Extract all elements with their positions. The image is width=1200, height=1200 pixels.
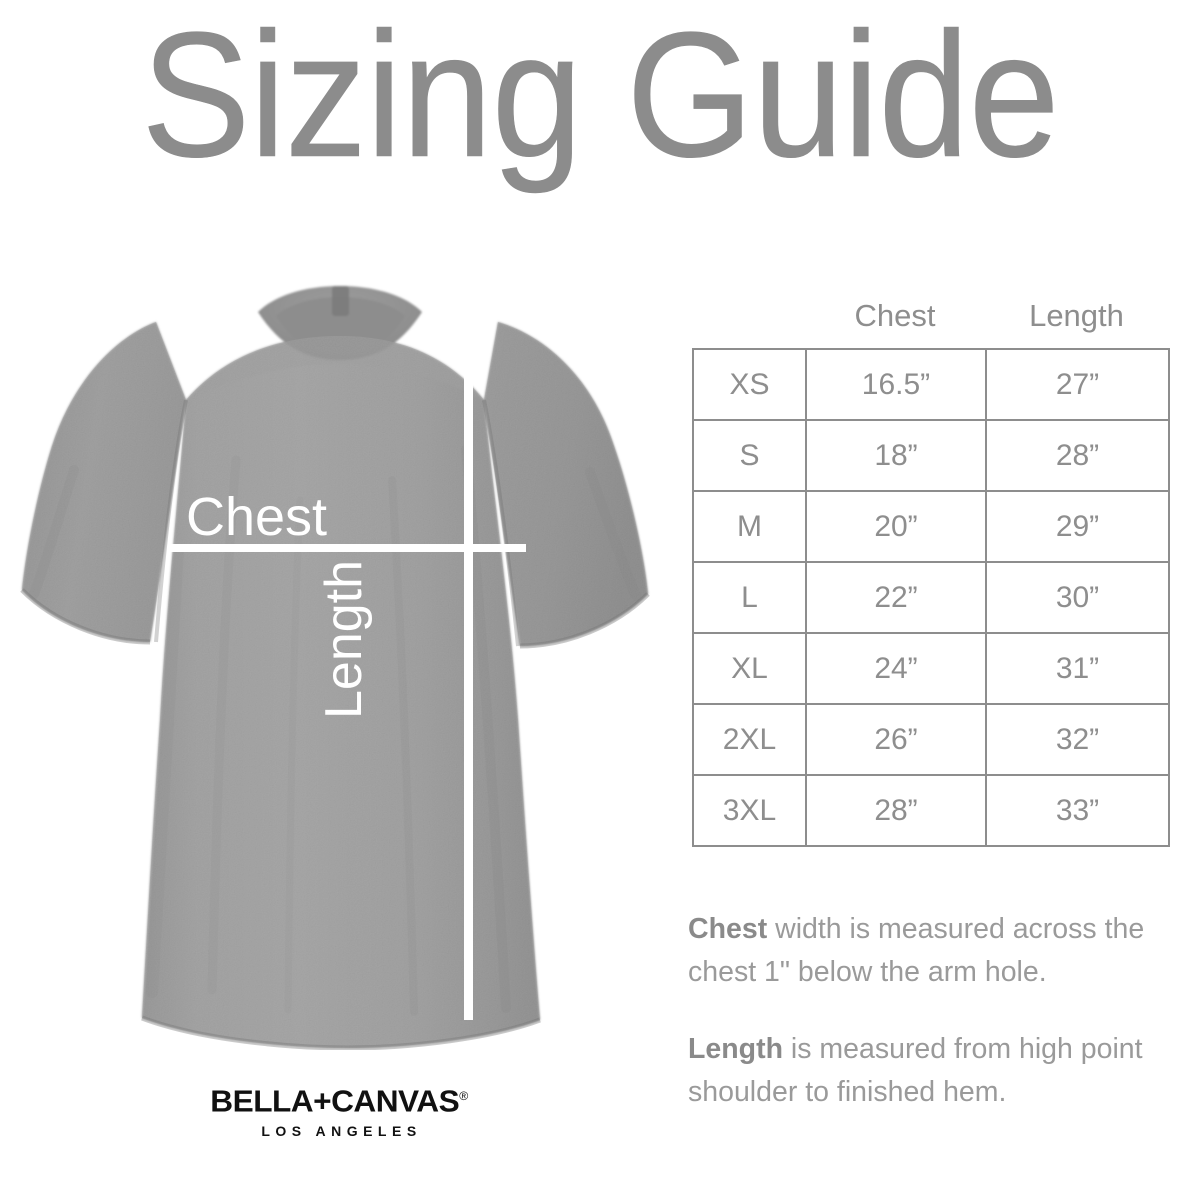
cell-length: 32” xyxy=(985,703,1170,776)
column-header-length: Length xyxy=(1029,298,1124,333)
table-row: S 18” 28” xyxy=(692,419,1170,492)
cell-length: 28” xyxy=(985,419,1170,492)
chest-measure-label: Chest xyxy=(186,487,328,547)
cell-size: 2XL xyxy=(692,703,807,776)
table-row: 3XL 28” 33” xyxy=(692,774,1170,847)
registered-trademark-icon: ® xyxy=(459,1089,468,1103)
cell-chest: 28” xyxy=(805,774,987,847)
size-table: XS 16.5” 27” S 18” 28” M 20” 29” L 22” 3… xyxy=(692,348,1170,847)
brand-name: BELLA+CANVAS® xyxy=(181,1078,497,1119)
cell-size: S xyxy=(692,419,807,492)
garment-diagram: Chest Length xyxy=(0,250,690,1050)
length-measure-line xyxy=(464,298,473,1020)
table-row: XS 16.5” 27” xyxy=(692,348,1170,421)
note-chest-text: width is measured across the chest 1" be… xyxy=(688,913,1145,988)
size-table-body: XS 16.5” 27” S 18” 28” M 20” 29” L 22” 3… xyxy=(692,348,1170,847)
cell-size: M xyxy=(692,490,807,563)
cell-length: 27” xyxy=(985,348,1170,421)
measurement-notes: Chest width is measured across the chest… xyxy=(688,908,1166,1114)
cell-length: 30” xyxy=(985,561,1170,634)
cell-chest: 18” xyxy=(805,419,987,492)
note-length-term: Length xyxy=(688,1033,783,1065)
note-chest: Chest width is measured across the chest… xyxy=(688,908,1166,994)
cell-length: 33” xyxy=(985,774,1170,847)
cell-chest: 26” xyxy=(805,703,987,776)
brand-name-text: BELLA+CANVAS xyxy=(210,1083,460,1119)
cell-size: XS xyxy=(692,348,807,421)
chest-measure-line xyxy=(168,544,526,552)
table-row: XL 24” 31” xyxy=(692,632,1170,705)
cell-size: L xyxy=(692,561,807,634)
cell-chest: 22” xyxy=(805,561,987,634)
size-table-headers: Chest Length xyxy=(692,295,1168,341)
column-header-chest: Chest xyxy=(854,298,936,333)
cell-chest: 24” xyxy=(805,632,987,705)
note-length: Length is measured from high point shoul… xyxy=(688,1028,1166,1114)
brand-logo: BELLA+CANVAS® LOS ANGELES xyxy=(184,1078,494,1150)
length-measure-label: Length xyxy=(315,559,373,719)
cell-size: XL xyxy=(692,632,807,705)
cell-chest: 20” xyxy=(805,490,987,563)
table-row: 2XL 26” 32” xyxy=(692,703,1170,776)
page-title: Sizing Guide xyxy=(141,0,1060,194)
cell-chest: 16.5” xyxy=(805,348,987,421)
note-length-text: is measured from high point shoulder to … xyxy=(688,1033,1143,1108)
brand-location: LOS ANGELES xyxy=(261,1123,422,1140)
table-row: L 22” 30” xyxy=(692,561,1170,634)
cell-size: 3XL xyxy=(692,774,807,847)
tshirt-illustration xyxy=(20,286,650,1050)
table-row: M 20” 29” xyxy=(692,490,1170,563)
cell-length: 29” xyxy=(985,490,1170,563)
cell-length: 31” xyxy=(985,632,1170,705)
note-chest-term: Chest xyxy=(688,913,768,945)
